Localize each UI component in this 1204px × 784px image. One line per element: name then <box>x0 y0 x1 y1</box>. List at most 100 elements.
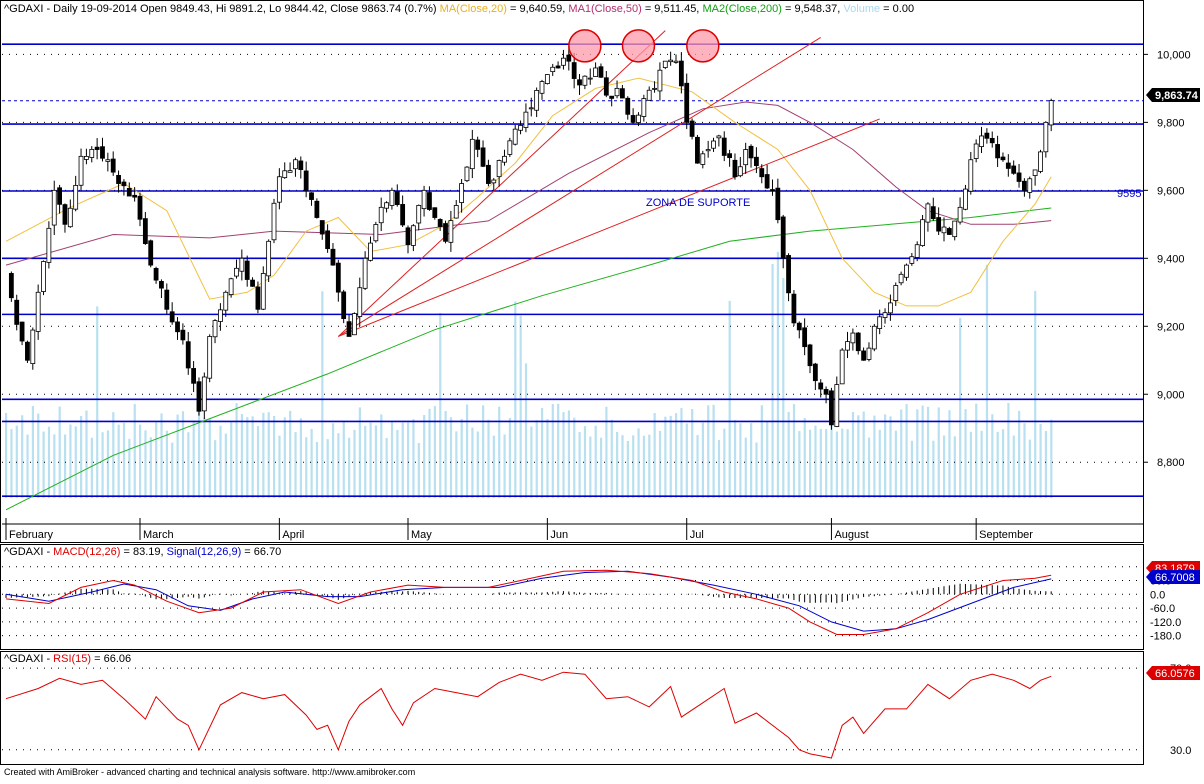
volume-bar <box>69 424 72 498</box>
candle-body-down <box>630 115 636 123</box>
month-label: February <box>9 529 54 541</box>
volume-bar <box>916 409 919 498</box>
candle-body-up <box>528 107 534 110</box>
candle <box>743 142 749 174</box>
volume-bar <box>910 440 914 498</box>
volume-bar <box>106 430 110 498</box>
candle-body-down <box>148 240 154 266</box>
candle <box>989 131 995 148</box>
candle-body-down <box>571 62 577 79</box>
candle-body-down <box>829 390 834 426</box>
volume-bar <box>299 418 302 498</box>
candle-body-down <box>159 281 164 289</box>
volume-bar <box>830 416 833 498</box>
volume-bar <box>648 434 651 498</box>
volume-bar <box>766 421 769 498</box>
rsi-title: ^GDAXI - RSI(15) = 66.06 <box>4 653 131 665</box>
volume-bar <box>482 405 485 498</box>
candle <box>807 343 813 374</box>
candle-body-up <box>587 77 593 80</box>
candle <box>159 279 164 299</box>
volume-bar <box>653 413 656 498</box>
candle-body-up <box>518 125 523 131</box>
volume-bar <box>616 431 619 498</box>
candle-body-up <box>662 60 668 68</box>
candle <box>207 334 213 383</box>
volume-bar <box>433 406 436 498</box>
volume-bar <box>128 438 131 498</box>
volume-bar <box>503 434 506 498</box>
candle <box>946 226 952 235</box>
candle-body-up <box>882 312 888 318</box>
volume-bar <box>798 431 801 498</box>
rsi-tick-label: 30.0 <box>1170 745 1191 757</box>
candle-body-down <box>936 217 942 232</box>
candle <box>142 211 148 245</box>
candle-body-up <box>973 143 979 159</box>
candle <box>684 73 690 130</box>
candle <box>282 162 288 179</box>
candle <box>78 148 84 191</box>
volume-bar <box>996 431 999 498</box>
volume-bar <box>235 403 238 498</box>
candle <box>834 376 840 428</box>
candle <box>57 184 62 214</box>
candle-body-up <box>941 226 947 234</box>
candle-body-up <box>1027 178 1033 193</box>
candle-body-up <box>539 81 545 94</box>
head-circle <box>568 29 602 63</box>
candle-body-up <box>89 149 95 158</box>
volume-bar <box>557 403 560 498</box>
candle-body-up <box>512 128 518 145</box>
volume-bar <box>401 422 404 498</box>
volume-bar <box>658 430 662 498</box>
candle <box>475 136 481 158</box>
candle-body-up <box>201 376 207 412</box>
candle-body-down <box>684 82 690 123</box>
candle <box>410 224 416 252</box>
candle-body-up <box>266 240 272 277</box>
volume-bar <box>273 416 276 498</box>
candle <box>389 187 395 210</box>
price-pane-frame <box>0 0 1144 543</box>
candle <box>963 184 968 211</box>
volume-bar <box>74 426 77 498</box>
volume-bar <box>873 415 876 498</box>
candle-body-down <box>807 344 813 367</box>
candle <box>19 321 25 346</box>
volume-bar <box>835 431 838 498</box>
month-label: March <box>143 529 174 541</box>
candle <box>603 70 609 98</box>
candle <box>593 62 598 77</box>
candle <box>979 126 984 154</box>
candle-body-down <box>196 381 202 412</box>
candle-body-down <box>984 132 990 139</box>
candle <box>293 157 298 177</box>
candle <box>100 137 105 162</box>
candle <box>25 340 30 363</box>
macd-title: ^GDAXI - MACD(12,26) = 83.19, Signal(12,… <box>4 546 281 558</box>
support-zone-label: ZONA DE SUPORTE <box>646 197 750 209</box>
candle <box>14 294 20 331</box>
candle <box>266 239 272 282</box>
candle <box>132 187 138 202</box>
candle-body-down <box>8 273 14 299</box>
candle-body-up <box>51 189 57 226</box>
candle <box>1011 160 1017 175</box>
volume-bar <box>932 440 935 498</box>
candle <box>829 387 834 430</box>
candle <box>8 271 14 302</box>
volume-bar <box>262 412 265 498</box>
candle <box>41 260 46 296</box>
candle <box>802 318 808 356</box>
volume-bar <box>760 405 763 498</box>
candle <box>137 192 143 227</box>
ma200-line <box>5 207 1052 511</box>
candle-body-down <box>754 156 759 167</box>
candle-body-down <box>566 54 572 62</box>
volume-bar <box>449 417 453 498</box>
candle-body-up <box>668 59 674 63</box>
volume-bar <box>1001 429 1005 498</box>
candle <box>839 347 845 385</box>
candle-body-up <box>78 155 84 186</box>
